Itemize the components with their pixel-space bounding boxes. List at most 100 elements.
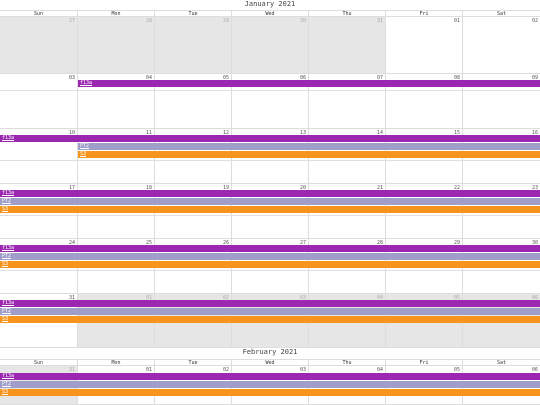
day-number: 25 — [145, 240, 152, 246]
day-number: 05 — [453, 367, 460, 373]
row-divider — [0, 215, 540, 216]
day-number: 29 — [222, 18, 229, 24]
day-number: 04 — [376, 295, 383, 301]
day-cell[interactable]: 30 — [231, 17, 308, 74]
day-number: 23 — [531, 185, 538, 191]
day-number: 02 — [531, 18, 538, 24]
day-number: 30 — [531, 240, 538, 246]
day-number: 06 — [531, 367, 538, 373]
event-pt2[interactable]: PT2 — [0, 308, 540, 315]
feb-week-1: 31 01 02 03 04 05 06 f13a PT2 S3 — [0, 366, 540, 405]
event-s3[interactable]: S3 — [0, 261, 540, 268]
row-divider — [0, 160, 540, 161]
day-number: 27 — [299, 240, 306, 246]
weekday-thu: Thu — [308, 11, 385, 17]
day-number: 28 — [376, 240, 383, 246]
day-number: 10 — [68, 130, 75, 136]
day-number: 14 — [376, 130, 383, 136]
day-number: 30 — [299, 18, 306, 24]
day-number: 31 — [68, 295, 75, 301]
day-number: 28 — [145, 18, 152, 24]
week-6: 31 01 02 03 04 05 06 f13a PT2 S3 — [0, 294, 540, 348]
day-number: 04 — [376, 367, 383, 373]
day-number: 12 — [222, 130, 229, 136]
day-number: 26 — [222, 240, 229, 246]
day-number: 19 — [222, 185, 229, 191]
weekday-tue: Tue — [154, 11, 231, 17]
week-4: 17 18 19 20 21 22 23 f13a PT2 S3 — [0, 184, 540, 239]
day-number: 31 — [68, 367, 75, 373]
day-number: 13 — [299, 130, 306, 136]
day-number: 05 — [453, 295, 460, 301]
event-f13a[interactable]: f13a — [0, 190, 540, 197]
day-number: 08 — [453, 75, 460, 81]
weekday-thu: Thu — [308, 360, 385, 366]
day-cell[interactable]: 02 — [462, 17, 540, 74]
event-f13a[interactable]: f13a — [0, 373, 540, 380]
event-pt2[interactable]: PT2 — [0, 198, 540, 205]
event-f13a[interactable]: f13a — [0, 135, 540, 142]
event-f13a[interactable]: f13a — [78, 80, 540, 87]
row-divider — [0, 270, 540, 271]
day-cell[interactable]: 28 — [77, 17, 154, 74]
day-number: 18 — [145, 185, 152, 191]
day-cell[interactable]: 03 — [0, 74, 77, 129]
day-number: 29 — [453, 240, 460, 246]
day-number: 27 — [68, 18, 75, 24]
event-s3[interactable]: S3 — [0, 389, 540, 396]
day-number: 20 — [299, 185, 306, 191]
day-cell[interactable]: 27 — [0, 17, 77, 74]
event-s3[interactable]: S3 — [78, 151, 540, 158]
day-number: 04 — [145, 75, 152, 81]
day-number: 09 — [531, 75, 538, 81]
day-number: 11 — [145, 130, 152, 136]
event-f13a[interactable]: f13a — [0, 245, 540, 252]
day-number: 02 — [222, 295, 229, 301]
day-number: 01 — [145, 295, 152, 301]
day-number: 17 — [68, 185, 75, 191]
event-f13a[interactable]: f13a — [0, 300, 540, 307]
weekday-wed: Wed — [231, 11, 308, 17]
month-title-february: February 2021 — [242, 348, 298, 356]
day-number: 03 — [299, 367, 306, 373]
event-pt2[interactable]: PT2 — [78, 143, 540, 150]
day-number: 22 — [453, 185, 460, 191]
weekday-mon: Mon — [77, 11, 154, 17]
week-5: 24 25 26 27 28 29 30 f13a PT2 S3 — [0, 239, 540, 294]
day-number: 16 — [531, 130, 538, 136]
weekday-sat: Sat — [462, 11, 540, 17]
day-number: 03 — [299, 295, 306, 301]
day-number: 15 — [453, 130, 460, 136]
weekday-header-january: Sun Mon Tue Wed Thu Fri Sat — [0, 10, 540, 17]
weekday-tue: Tue — [154, 360, 231, 366]
day-number: 07 — [376, 75, 383, 81]
day-cell[interactable]: 31 — [308, 17, 385, 74]
weekday-sat: Sat — [462, 360, 540, 366]
week-3: 10 11 12 13 14 15 16 f13a PT2 S3 — [0, 129, 540, 184]
week-2: 03 04 05 06 07 08 09 f13a — [0, 74, 540, 129]
weekday-sun: Sun — [33, 11, 44, 17]
event-s3[interactable]: S3 — [0, 206, 540, 213]
day-number: 21 — [376, 185, 383, 191]
weekday-mon: Mon — [77, 360, 154, 366]
day-number: 06 — [531, 295, 538, 301]
weekday-sun: Sun — [33, 360, 44, 366]
day-number: 01 — [453, 18, 460, 24]
weekday-fri: Fri — [385, 11, 462, 17]
day-cell[interactable]: 01 — [385, 17, 462, 74]
week-1: 27 28 29 30 31 01 02 — [0, 17, 540, 74]
month-title-january: January 2021 — [244, 0, 296, 8]
weekday-wed: Wed — [231, 360, 308, 366]
event-pt2[interactable]: PT2 — [0, 381, 540, 388]
event-s3[interactable]: S3 — [0, 316, 540, 323]
day-cell[interactable]: 29 — [154, 17, 231, 74]
day-number: 01 — [145, 367, 152, 373]
event-pt2[interactable]: PT2 — [0, 253, 540, 260]
day-number: 02 — [222, 367, 229, 373]
day-number: 24 — [68, 240, 75, 246]
row-divider — [0, 90, 540, 91]
weekday-fri: Fri — [385, 360, 462, 366]
day-number: 31 — [376, 18, 383, 24]
day-number: 06 — [299, 75, 306, 81]
day-number: 05 — [222, 75, 229, 81]
